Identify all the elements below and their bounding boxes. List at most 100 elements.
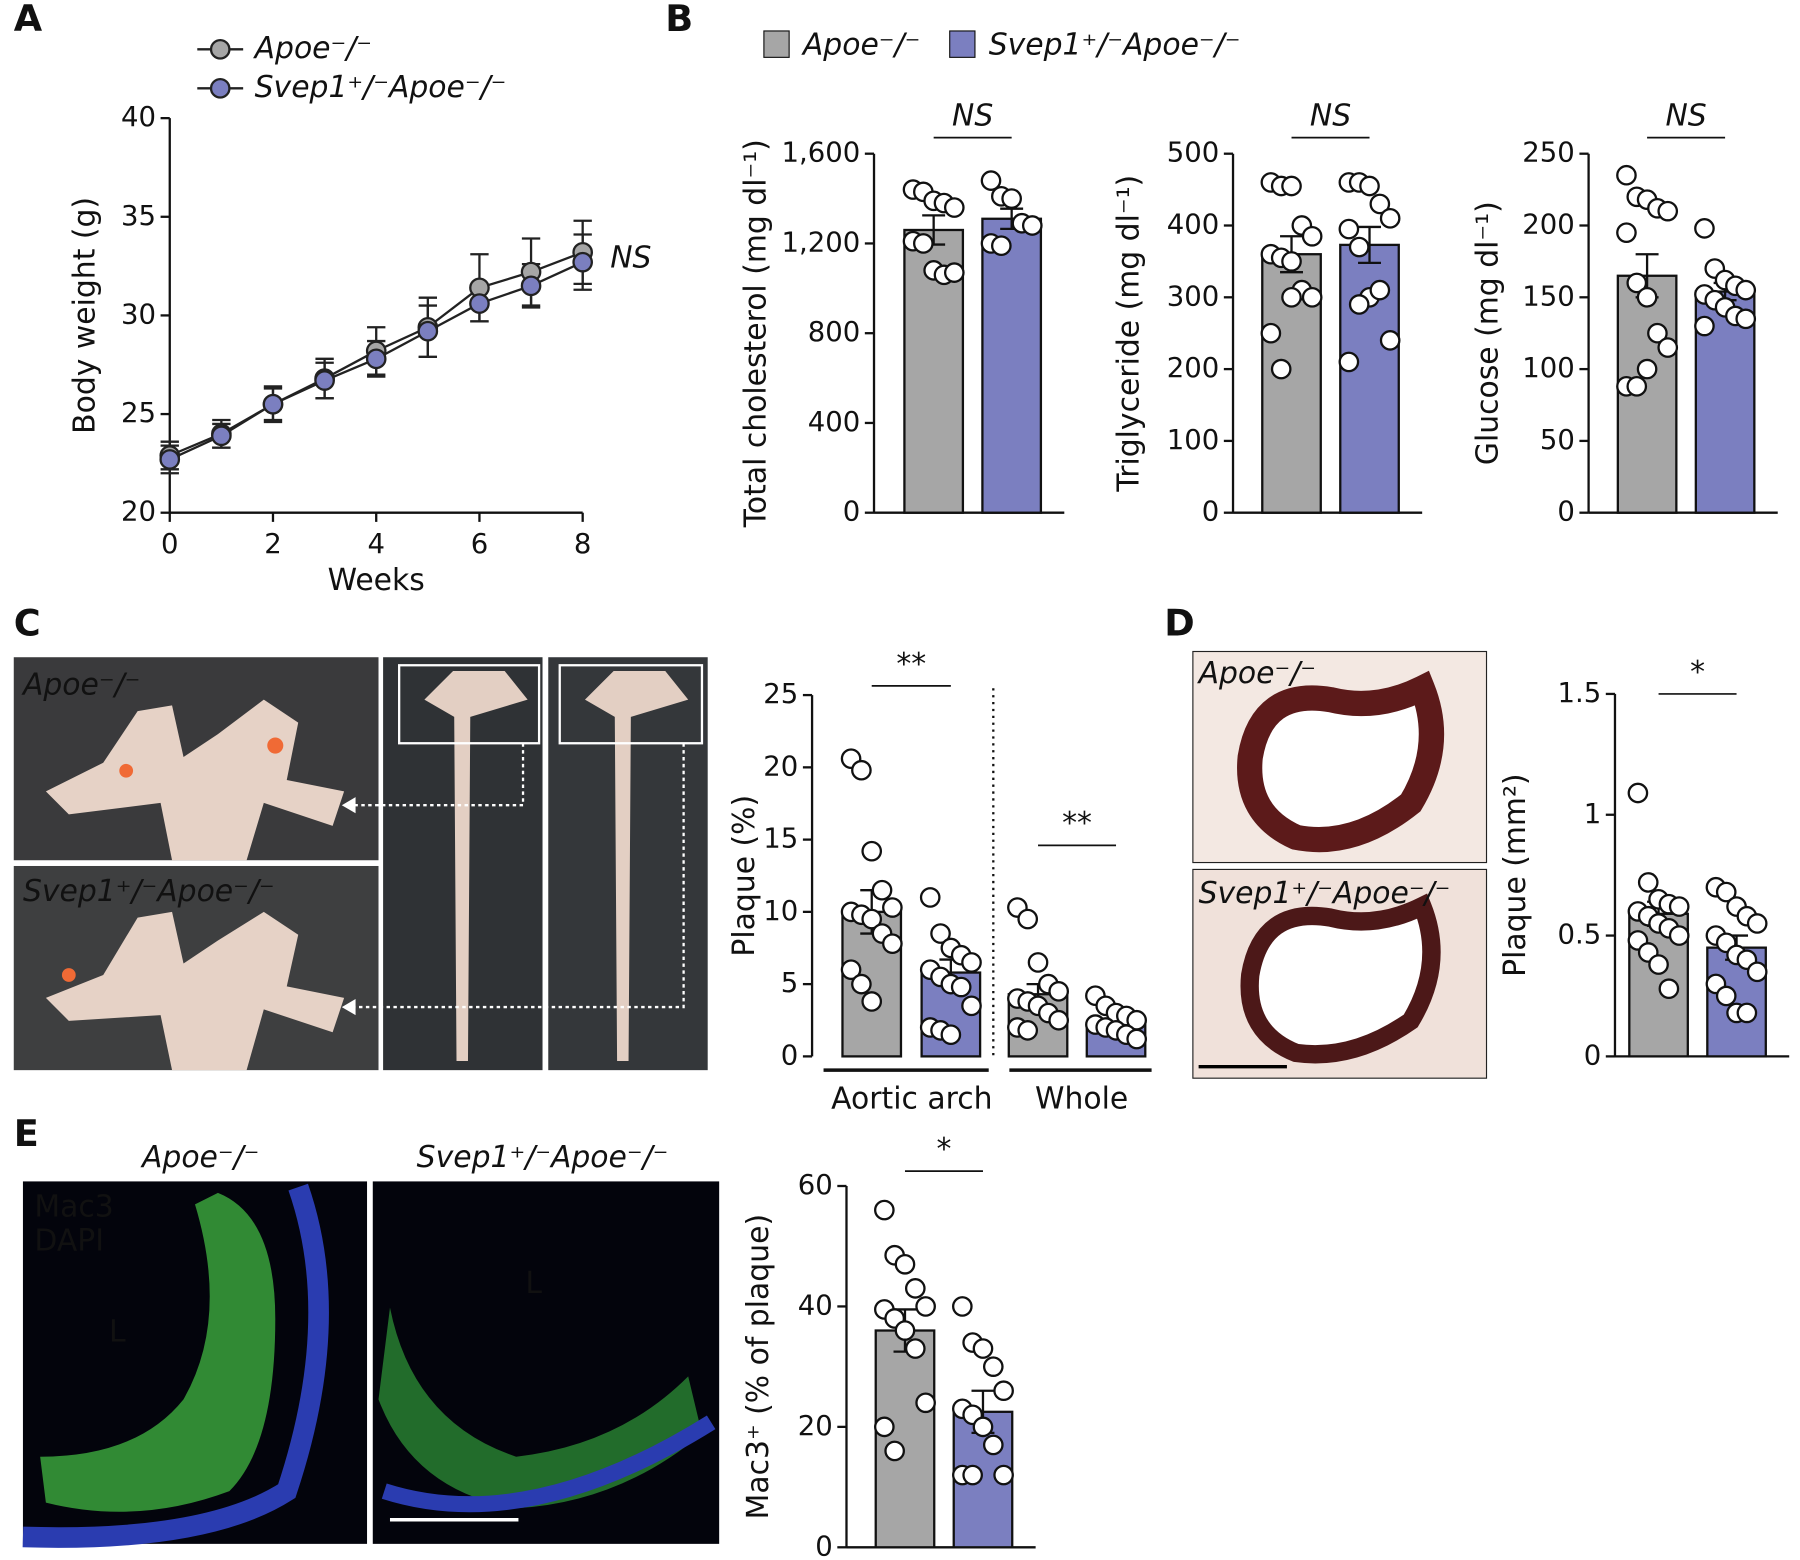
photo-label: Apoe⁻/⁻ bbox=[21, 667, 140, 702]
data-point bbox=[1746, 961, 1768, 983]
data-point bbox=[961, 952, 982, 973]
data-point bbox=[919, 887, 941, 908]
y-axis-label: Plaque (mm²) bbox=[1498, 773, 1533, 976]
y-axis-label: Triglyceride (mg dl⁻¹) bbox=[1111, 175, 1146, 493]
x-tick-label: 2 bbox=[264, 528, 282, 560]
panel-label: B bbox=[665, 0, 693, 40]
annotation: NS bbox=[610, 241, 651, 276]
legend-marker bbox=[209, 77, 231, 99]
y-tick-label: 35 bbox=[121, 200, 156, 232]
y-tick-label: 0 bbox=[781, 1039, 799, 1071]
plaque-spot bbox=[267, 737, 284, 754]
data-point bbox=[884, 1440, 905, 1462]
legend-label: Apoe⁻/⁻ bbox=[801, 27, 920, 62]
data-point bbox=[1260, 322, 1282, 344]
data-point bbox=[851, 759, 872, 781]
legend-swatch bbox=[949, 30, 976, 58]
data-point bbox=[915, 1392, 936, 1414]
y-tick-label: 250 bbox=[1522, 137, 1575, 169]
y-tick-label: 0.5 bbox=[1557, 919, 1601, 951]
significance-label: NS bbox=[952, 98, 993, 133]
significance-label: NS bbox=[1310, 98, 1351, 133]
data-point bbox=[1017, 1020, 1039, 1041]
data-point bbox=[993, 1464, 1014, 1486]
data-point bbox=[861, 908, 883, 930]
data-point bbox=[159, 449, 181, 470]
significance-label: ** bbox=[1062, 806, 1092, 841]
data-point bbox=[1746, 913, 1768, 934]
lesion bbox=[1237, 670, 1445, 853]
data-point bbox=[840, 959, 862, 980]
data-point bbox=[991, 235, 1012, 257]
plaque-spot bbox=[61, 968, 76, 982]
y-tick-label: 100 bbox=[1522, 352, 1575, 384]
y-tick-label: 150 bbox=[1522, 280, 1575, 312]
y-tick-label: 400 bbox=[808, 406, 861, 438]
lesion bbox=[1240, 893, 1441, 1064]
data-point bbox=[980, 170, 1002, 191]
lumen-label: L bbox=[109, 1314, 126, 1349]
y-tick-label: 0 bbox=[843, 496, 861, 528]
x-tick-label: 6 bbox=[471, 528, 489, 560]
data-point bbox=[894, 1320, 916, 1341]
y-tick-label: 500 bbox=[1167, 137, 1220, 169]
data-point bbox=[982, 1434, 1004, 1456]
y-axis-label: Glucose (mg dl⁻¹) bbox=[1470, 201, 1505, 465]
y-tick-label: 800 bbox=[808, 316, 861, 348]
y-tick-label: 40 bbox=[798, 1289, 833, 1321]
data-point bbox=[1647, 322, 1668, 344]
y-tick-label: 20 bbox=[121, 496, 156, 528]
y-tick-label: 0 bbox=[815, 1530, 833, 1560]
y-tick-label: 1 bbox=[1584, 798, 1602, 830]
y-axis-label: Mac3⁺ (% of plaque) bbox=[741, 1214, 776, 1519]
data-point bbox=[1735, 279, 1757, 301]
data-point bbox=[1348, 236, 1370, 258]
legend-label: Svep1⁺/⁻Apoe⁻/⁻ bbox=[255, 70, 507, 105]
data-point bbox=[1281, 286, 1302, 308]
panel-label: E bbox=[14, 1112, 39, 1155]
photo-d bbox=[1192, 650, 1488, 1079]
y-tick-label: 15 bbox=[763, 823, 798, 855]
y-tick-label: 30 bbox=[121, 298, 156, 330]
data-point bbox=[1379, 207, 1401, 229]
stain-label: Mac3 bbox=[34, 1189, 113, 1224]
legend-label: Apoe⁻/⁻ bbox=[253, 31, 372, 66]
data-point bbox=[262, 393, 284, 415]
y-tick-label: 40 bbox=[121, 101, 156, 133]
data-point bbox=[1369, 279, 1391, 301]
lumen-label: L bbox=[525, 1266, 542, 1301]
data-point bbox=[1021, 215, 1043, 236]
data-point bbox=[961, 995, 982, 1017]
panel-label: D bbox=[1164, 602, 1194, 645]
data-point bbox=[1369, 193, 1391, 215]
panel-label: C bbox=[14, 602, 41, 645]
data-point bbox=[904, 1278, 926, 1299]
significance-label: * bbox=[1690, 655, 1705, 690]
bar bbox=[1339, 243, 1400, 514]
photo-e bbox=[22, 1181, 720, 1548]
aorta bbox=[45, 911, 345, 1071]
y-tick-label: 0 bbox=[1584, 1039, 1602, 1071]
stain-label: DAPI bbox=[34, 1224, 104, 1259]
y-tick-label: 100 bbox=[1167, 424, 1220, 456]
y-tick-label: 200 bbox=[1522, 209, 1575, 241]
legend-marker bbox=[209, 38, 231, 60]
data-point bbox=[314, 370, 335, 391]
data-point bbox=[1027, 952, 1049, 973]
data-point bbox=[1636, 286, 1658, 308]
data-point bbox=[1616, 222, 1637, 244]
data-point bbox=[972, 1416, 994, 1438]
y-tick-label: 10 bbox=[763, 895, 798, 927]
y-tick-label: 5 bbox=[781, 967, 799, 999]
y-tick-label: 1,600 bbox=[781, 137, 860, 169]
figure-body: A B C D E Apoe⁻/⁻ Svep1⁺/⁻Apoe⁻/⁻ Apoe⁻/⁻ Svep1⁺… bbox=[13, 0, 1790, 1560]
data-point bbox=[874, 1416, 895, 1438]
data-point bbox=[1379, 330, 1401, 351]
data-point bbox=[882, 933, 903, 954]
data-point bbox=[940, 1024, 962, 1046]
panel-label: A bbox=[14, 0, 43, 40]
data-point bbox=[1694, 315, 1715, 337]
data-point bbox=[1648, 954, 1669, 975]
data-point bbox=[871, 879, 893, 901]
